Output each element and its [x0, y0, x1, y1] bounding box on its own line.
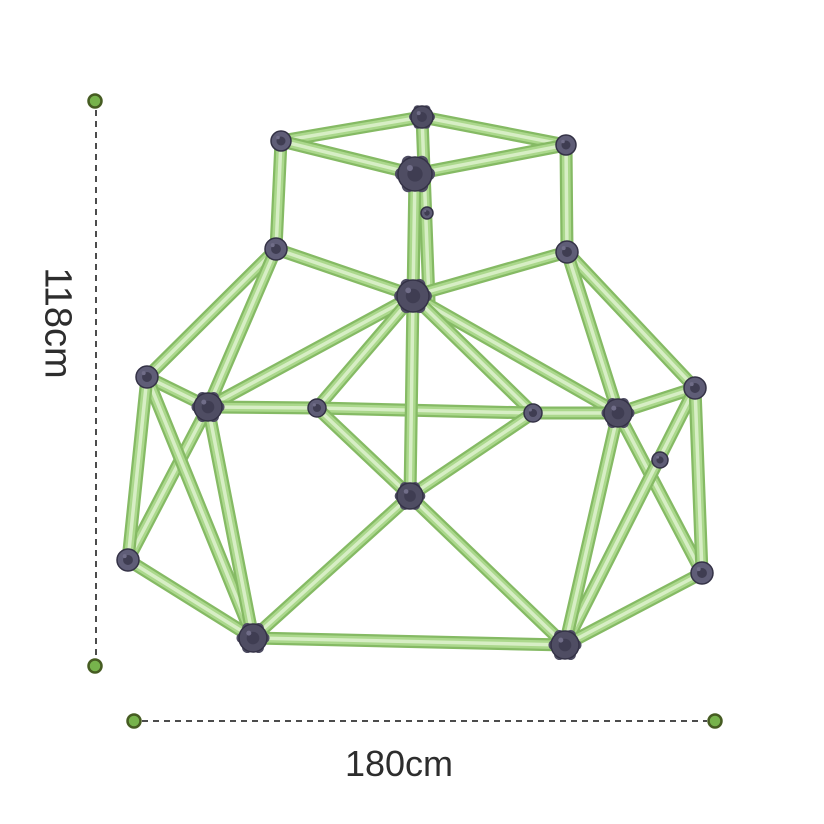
hub-sheen	[558, 637, 564, 643]
height-dimension-dot	[87, 93, 103, 109]
width-dimension-dot	[707, 713, 723, 729]
tube-a-b	[206, 405, 319, 410]
tube-p_f-s	[411, 294, 535, 415]
tube-k-s	[408, 411, 535, 498]
hub-sheen	[656, 455, 660, 459]
tube-p_l-p_f	[274, 247, 415, 298]
tube-t_front-p_f	[411, 172, 417, 298]
tube-p_l-f	[145, 247, 278, 379]
tube-k-b	[315, 406, 412, 498]
hub-sheen	[122, 554, 127, 559]
width-dimension-dot	[126, 713, 142, 729]
hub-sheen	[246, 630, 252, 636]
height-dimension-dot	[87, 658, 103, 674]
tube-c-j	[616, 411, 704, 575]
hub-sheen	[270, 243, 275, 248]
hub-sheen	[403, 489, 409, 494]
hub-sheen	[611, 405, 617, 411]
tube-a-h	[206, 405, 255, 640]
width-dimension-label: 180cm	[344, 743, 454, 784]
tube-p_f-b	[315, 294, 415, 410]
tube-p_f-k	[408, 294, 415, 498]
hub-sheen	[141, 371, 146, 376]
tube-p_r-d	[565, 250, 697, 390]
tube-k-h	[251, 494, 412, 640]
tube-d-i	[563, 386, 697, 647]
hub-sheen	[201, 399, 207, 405]
tube-h-i	[251, 636, 567, 647]
tube-p_r-c	[565, 250, 620, 415]
tube-k-i	[408, 494, 567, 647]
tube-a-g	[126, 405, 210, 562]
tube-p_l-a	[206, 247, 278, 409]
tube-t_tr-p_r	[564, 143, 569, 254]
hub-sheen	[312, 403, 316, 407]
tube-p_f-c	[411, 294, 620, 415]
tube-t_tl-p_l	[274, 139, 283, 251]
hub-sheen	[696, 567, 701, 572]
hub-sheen	[424, 209, 427, 212]
hub-sheen	[528, 408, 532, 412]
hub-sheen	[406, 164, 413, 172]
hub-sheen	[561, 139, 565, 144]
tube-f-g	[126, 375, 149, 562]
tube-p_f-p_r	[411, 250, 569, 298]
hub-sheen	[276, 135, 280, 140]
tube-g-h	[126, 558, 255, 640]
tube-p_f-a	[206, 294, 415, 409]
tube-f-h	[145, 375, 255, 640]
tube-t_tl-t_apex	[279, 115, 424, 143]
tube-t_apex-t_tr	[420, 115, 568, 147]
tube-t_tl-t_front	[279, 139, 417, 176]
hub-sheen	[405, 287, 412, 294]
hub-sheen	[416, 111, 421, 116]
tube-d-j	[693, 386, 704, 575]
tube-i-j	[563, 571, 704, 647]
height-dimension-label: 118cm	[36, 267, 79, 379]
tube-c-i	[563, 411, 620, 647]
tube-b-s	[315, 406, 535, 415]
hub-sheen	[561, 246, 566, 251]
tube-t_front-t_tr	[413, 143, 568, 176]
hub-sheen	[689, 382, 694, 387]
